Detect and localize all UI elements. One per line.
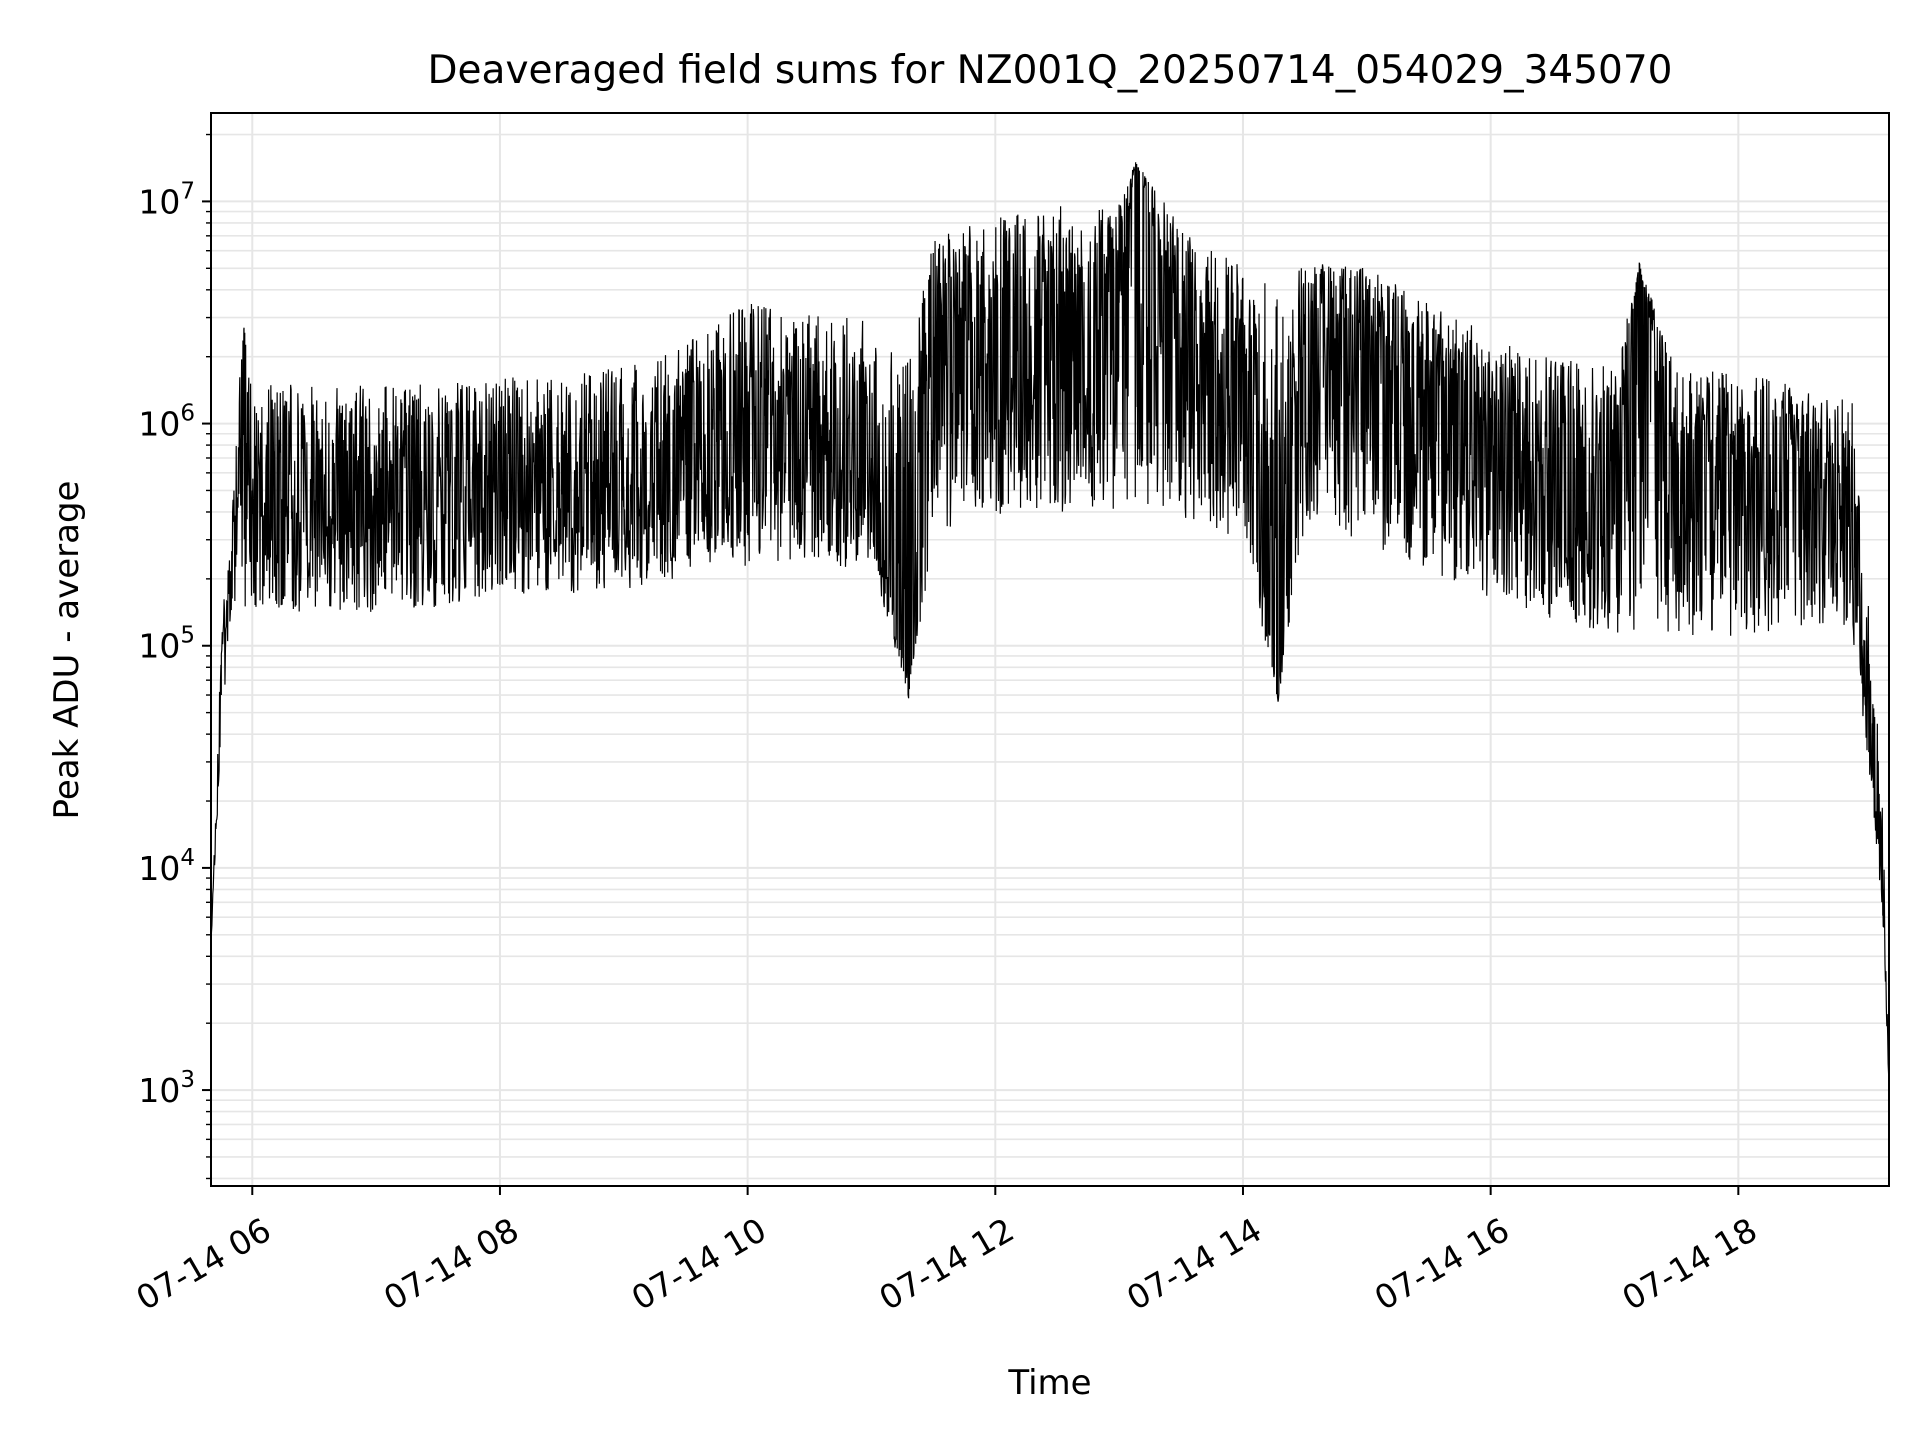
y-axis-label: Peak ADU - average [47, 481, 87, 820]
y-tick-base: 10 [138, 405, 180, 444]
y-tick-label: 107 [138, 178, 195, 221]
y-tick-exponent: 7 [180, 178, 195, 204]
y-tick-label: 105 [138, 623, 195, 666]
series-line [210, 162, 1890, 1091]
x-axis-label: Time [1007, 1363, 1091, 1403]
y-tick-exponent: 6 [180, 401, 195, 427]
y-tick-label: 106 [138, 401, 195, 444]
y-tick-exponent: 3 [180, 1067, 195, 1093]
y-tick-base: 10 [138, 1071, 180, 1110]
y-tick-base: 10 [138, 627, 180, 666]
y-tick-exponent: 4 [180, 845, 195, 871]
axes-frame [210, 112, 1890, 1187]
y-tick-label: 103 [138, 1067, 195, 1110]
chart-title: Deaveraged field sums for NZ001Q_2025071… [428, 48, 1673, 93]
grid [211, 113, 1889, 1186]
y-tick-exponent: 5 [180, 623, 195, 649]
y-tick-label: 104 [138, 845, 195, 888]
y-tick-base: 10 [138, 849, 180, 888]
y-tick-base: 10 [138, 182, 180, 221]
plot-area [210, 162, 1890, 1091]
